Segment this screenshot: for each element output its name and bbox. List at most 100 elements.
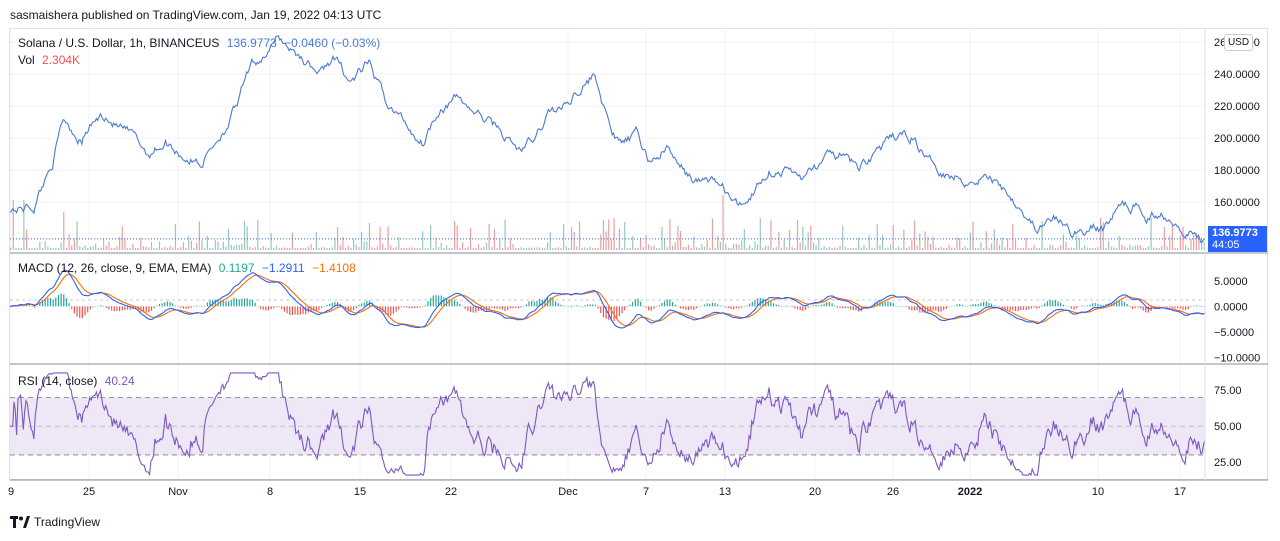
macd-hist-bar xyxy=(701,305,703,307)
macd-hist-bar xyxy=(743,306,745,307)
volume-bar xyxy=(424,247,426,250)
macd-hist-bar xyxy=(828,301,831,307)
macd-hist-bar xyxy=(185,306,187,309)
macd-tick-label: 5.0000 xyxy=(1214,276,1248,288)
macd-hist-bar xyxy=(1086,305,1088,307)
macd-hist-bar xyxy=(440,295,442,307)
macd-hist-bar xyxy=(259,306,262,309)
macd-hist-bar xyxy=(903,306,905,307)
macd-hist-bar xyxy=(134,306,137,310)
last-price-tag: 136.9773 44:05 xyxy=(1208,226,1267,252)
macd-label[interactable]: MACD (12, 26, close, 9, EMA, EMA) xyxy=(18,261,212,275)
volume-legend: Vol 2.304K xyxy=(18,53,84,67)
macd-hist-bar xyxy=(717,304,719,307)
volume-bar xyxy=(461,242,464,250)
macd-hist-bar xyxy=(251,299,254,307)
volume-bar xyxy=(812,242,815,250)
macd-hist-bar xyxy=(214,299,216,307)
rsi-label[interactable]: RSI (14, close) xyxy=(18,374,98,388)
macd-hist-bar xyxy=(770,301,772,307)
volume-bar xyxy=(182,242,185,250)
macd-hist-bar xyxy=(1078,306,1080,307)
volume-bar xyxy=(47,246,49,250)
volume-bar xyxy=(679,231,682,250)
macd-hist-bar xyxy=(408,306,410,309)
macd-hist-bar xyxy=(334,301,336,307)
volume-bar xyxy=(44,241,46,250)
volume-bar xyxy=(964,245,966,250)
macd-hist-bar xyxy=(87,306,89,313)
volume-bar xyxy=(241,243,243,250)
volume-bar xyxy=(844,247,846,250)
volume-bar xyxy=(488,223,490,250)
macd-hist-bar xyxy=(1084,305,1086,307)
symbol-label[interactable]: Solana / U.S. Dollar, 1h, BINANCEUS xyxy=(18,36,220,50)
macd-hist-bar xyxy=(39,301,41,307)
volume-bar xyxy=(1025,237,1027,250)
macd-hist-bar xyxy=(953,305,955,307)
macd-hist-bar xyxy=(852,306,854,311)
volume-bar xyxy=(331,247,333,250)
macd-hist-bar xyxy=(1081,305,1083,307)
volume-bar xyxy=(262,245,264,250)
volume-bar xyxy=(1161,246,1163,250)
volume-bar xyxy=(889,244,892,250)
volume-bar xyxy=(956,237,958,250)
volume-bar xyxy=(1046,247,1049,250)
volume-bar xyxy=(842,225,844,250)
volume-bar xyxy=(637,247,639,250)
macd-hist-bar xyxy=(323,306,325,307)
macd-hist-bar xyxy=(47,297,49,307)
volume-bar xyxy=(313,247,315,250)
macd-hist-bar xyxy=(424,305,426,307)
volume-bar xyxy=(206,235,208,250)
macd-hist-bar xyxy=(273,306,275,309)
volume-bar xyxy=(1166,246,1168,250)
currency-button[interactable]: USD xyxy=(1224,34,1253,51)
volume-bar xyxy=(905,247,908,250)
macd-hist-bar xyxy=(1062,304,1064,307)
volume-bar xyxy=(866,247,868,250)
volume-bar xyxy=(443,247,445,250)
volume-bar xyxy=(20,247,22,250)
volume-bar xyxy=(225,246,227,250)
volume-bar xyxy=(562,223,565,250)
macd-hist-bar xyxy=(565,305,567,307)
volume-bar xyxy=(307,246,309,250)
volume-bar xyxy=(180,247,182,250)
macd-hist-bar xyxy=(762,298,764,307)
macd-hist-bar xyxy=(586,304,589,307)
macd-hist-bar xyxy=(212,299,214,307)
macd-hist-bar xyxy=(754,300,756,307)
volume-bar xyxy=(536,247,538,250)
rsi-tick-label: 75.00 xyxy=(1214,385,1242,397)
macd-hist-bar xyxy=(1070,306,1072,309)
macd-hist-bar xyxy=(1041,305,1043,307)
volume-bar xyxy=(759,218,761,250)
volume-bar xyxy=(961,247,963,250)
volume-bar xyxy=(302,247,304,250)
macd-hist-bar xyxy=(1147,306,1150,313)
volume-bar xyxy=(972,221,974,250)
macd-hist-bar xyxy=(1057,301,1059,307)
volume-bar xyxy=(491,246,493,250)
volume-bar xyxy=(76,221,78,250)
macd-hist-bar xyxy=(757,298,759,307)
volume-bars xyxy=(10,195,1205,250)
macd-hist-bar xyxy=(671,302,674,307)
macd-hist-bar xyxy=(990,303,993,307)
tradingview-brand[interactable]: TradingView xyxy=(10,515,100,529)
macd-hist-bar xyxy=(63,294,65,307)
macd-hist-bar xyxy=(531,300,533,307)
volume-bar xyxy=(1099,218,1102,250)
volume-bar xyxy=(17,247,20,250)
volume-bar xyxy=(1006,238,1009,250)
volume-bar xyxy=(993,228,995,250)
volume-bar xyxy=(1070,247,1072,250)
macd-hist-bar xyxy=(267,306,270,311)
macd-hist-bar xyxy=(791,306,793,308)
macd-hist-bar xyxy=(977,304,979,307)
volume-bar xyxy=(868,235,870,250)
volume-bar xyxy=(1193,235,1195,250)
